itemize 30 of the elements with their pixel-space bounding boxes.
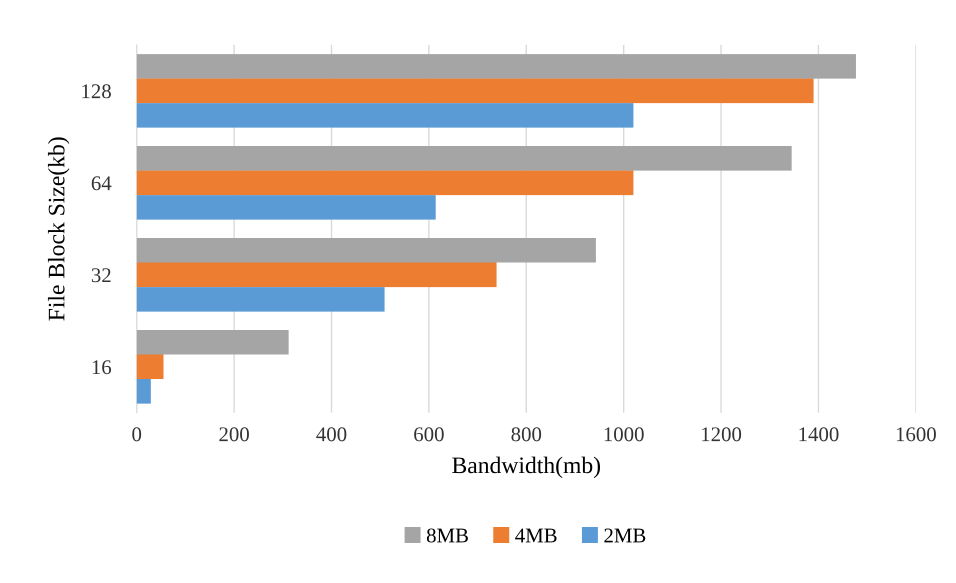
bar <box>136 262 497 288</box>
x-tick-label: 800 <box>511 427 542 442</box>
y-tick-label: 64 <box>92 176 112 190</box>
legend-label: 4MB <box>515 528 557 542</box>
x-tick-label: 600 <box>414 427 444 442</box>
x-tick-label: 1200 <box>702 427 742 442</box>
x-tick-label: 0 <box>132 427 142 442</box>
legend-label: 8MB <box>426 528 468 543</box>
bar <box>136 354 164 380</box>
bar <box>136 54 856 79</box>
x-tick-label: 1000 <box>604 427 644 442</box>
bar <box>136 146 792 171</box>
bar <box>136 78 814 104</box>
bar <box>136 330 289 355</box>
y-axis-title: File Block Size(kb) <box>48 137 70 321</box>
x-tick-label: 200 <box>219 427 249 442</box>
x-tick-label: 1600 <box>896 427 936 442</box>
y-tick-label: 128 <box>82 84 111 98</box>
x-tick-label: 1400 <box>799 427 838 442</box>
y-tick-label: 16 <box>92 360 112 374</box>
x-axis-title: Bandwidth(mb) <box>452 456 600 478</box>
bar <box>136 170 634 196</box>
legend-label: 2MB <box>604 528 646 542</box>
bar <box>136 195 436 220</box>
y-tick-label: 32 <box>92 268 111 282</box>
bar <box>136 287 385 312</box>
x-tick-label: 400 <box>316 427 346 442</box>
bar <box>136 379 151 404</box>
bar <box>136 238 596 263</box>
bar <box>136 103 634 128</box>
